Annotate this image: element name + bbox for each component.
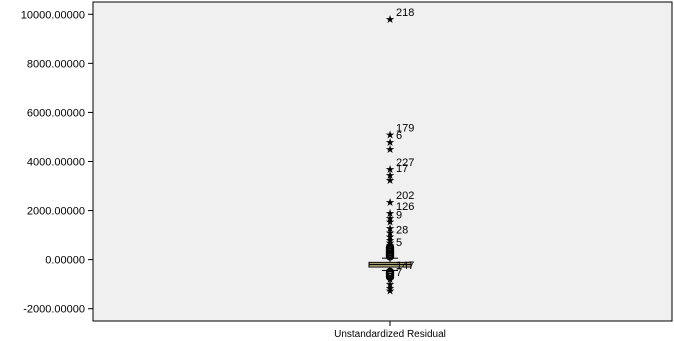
outlier-label: 179 (396, 123, 414, 135)
outlier-label: 17 (396, 163, 408, 175)
outlier-circle (385, 272, 395, 282)
outlier-label: 227 (396, 157, 414, 169)
outlier-star: ★ (385, 227, 395, 240)
outlier-star: ★ (385, 174, 395, 187)
outlier-label: 9 (396, 210, 402, 222)
outlier-star: ★ (385, 207, 395, 220)
outlier-star: ★ (385, 278, 395, 291)
outlier-star: ★ (385, 196, 395, 209)
y-tick-label: 4000.00000 (27, 157, 85, 169)
outlier-label: 6 (396, 130, 402, 142)
outlier-label: 147 (396, 260, 414, 272)
y-tick-label: 2000.00000 (27, 206, 85, 218)
outlier-star: ★ (385, 136, 395, 149)
outlier-star: ★ (385, 282, 395, 295)
outlier-star: ★ (385, 230, 395, 243)
outlier-star: ★ (385, 169, 395, 182)
outlier-star: ★ (385, 222, 395, 235)
outlier-star: ★ (385, 216, 395, 229)
outlier-label: 218 (396, 7, 414, 19)
outlier-star: ★ (385, 212, 395, 225)
outlier-label: 5 (396, 237, 402, 249)
outlier-label: 7 (396, 267, 402, 279)
y-tick-label: 10000.00000 (21, 9, 85, 21)
outlier-label: 28 (396, 224, 408, 236)
outlier-star: ★ (385, 284, 395, 297)
category-label: Unstandardized Residual (334, 329, 446, 340)
outlier-star: ★ (385, 163, 395, 176)
plot-background (92, 1, 673, 322)
outlier-star: ★ (385, 143, 395, 156)
outlier-star: ★ (385, 273, 395, 286)
outlier-circle (385, 252, 395, 261)
outlier-label: 202 (396, 190, 414, 202)
outlier-star: ★ (385, 129, 395, 142)
y-tick-label: -2000.00000 (23, 304, 85, 316)
outlier-star: ★ (385, 13, 395, 26)
outlier-group: ★ 218★ 179★ 6★★ 227★ 17★★ 202★ 126★★ 9★★★ 28★★★ 51… (385, 7, 414, 297)
y-axis: -2000.00000 0.00000 2000.00000 4000.00000 60… (21, 9, 391, 326)
y-tick-label: 8000.00000 (27, 58, 85, 70)
y-tick-label: 0.00000 (45, 255, 85, 267)
y-tick-label: 6000.00000 (27, 107, 85, 119)
outlier-star: ★ (385, 236, 395, 249)
outlier-star: ★ (385, 234, 395, 247)
outlier-label: 126 (396, 201, 414, 213)
